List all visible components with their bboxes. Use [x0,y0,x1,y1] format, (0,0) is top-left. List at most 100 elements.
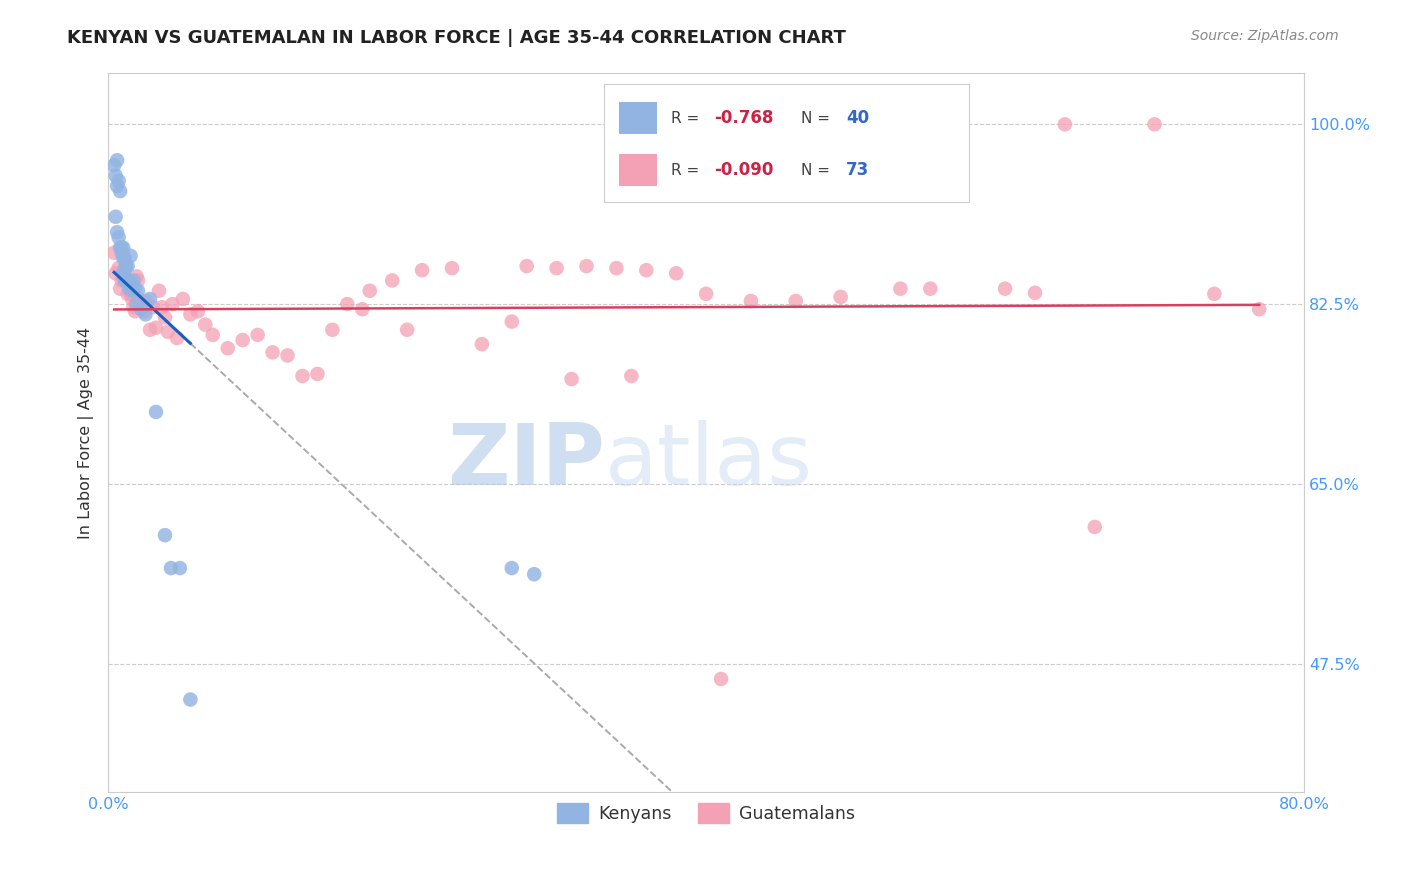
Text: atlas: atlas [605,420,813,503]
Point [575,259,598,273]
Point [105,178,128,193]
Point [110,245,132,260]
Point [120,286,142,301]
Point [117,259,139,273]
Point [620,369,643,384]
Text: 73: 73 [846,161,869,179]
Point [129,293,152,308]
Point [695,286,717,301]
Point [194,318,217,332]
Point [471,337,494,351]
Point [104,210,127,224]
Bar [619,153,657,186]
Point [103,158,125,172]
Point [145,320,167,334]
Bar [619,102,657,135]
Point [142,300,165,314]
Point [107,174,129,188]
Point [105,225,128,239]
Point [396,323,419,337]
Point [110,241,132,255]
Point [1204,286,1226,301]
Point [153,528,176,542]
Point [114,263,136,277]
Point [110,273,132,287]
Point [104,266,127,280]
Point [381,273,404,287]
Point [523,567,546,582]
Point [108,282,131,296]
Point [889,282,911,296]
Point [440,261,463,276]
Point [127,273,149,287]
Point [1024,285,1046,300]
Point [246,327,269,342]
Point [112,263,135,277]
Point [121,284,143,298]
Point [114,273,136,287]
Point [162,297,184,311]
Point [665,266,688,280]
Legend: Kenyans, Guatemalans: Kenyans, Guatemalans [550,796,862,830]
Point [107,230,129,244]
Text: R =: R = [672,162,704,178]
Point [124,282,146,296]
Point [129,302,152,317]
Point [136,293,159,308]
Point [156,325,179,339]
Point [145,405,167,419]
Point [277,348,299,362]
Point [132,304,155,318]
Point [172,292,194,306]
Point [114,251,136,265]
Point [1143,117,1166,131]
Point [291,369,314,384]
Point [546,261,568,276]
Point [125,269,148,284]
Point [501,561,523,575]
Point [115,273,138,287]
Point [112,266,135,280]
Point [150,300,173,314]
Point [166,331,188,345]
Point [115,259,138,273]
Point [160,561,183,575]
Text: N =: N = [800,162,834,178]
Point [169,561,191,575]
Point [153,310,176,325]
Point [561,372,583,386]
Text: -0.090: -0.090 [714,161,773,179]
Point [118,282,141,296]
Text: Source: ZipAtlas.com: Source: ZipAtlas.com [1191,29,1339,43]
Point [122,273,145,287]
Text: ZIP: ZIP [447,420,605,503]
Point [179,692,201,706]
Point [125,297,148,311]
Y-axis label: In Labor Force | Age 35-44: In Labor Force | Age 35-44 [79,326,94,539]
Point [785,293,807,308]
Text: -0.768: -0.768 [714,110,773,128]
Point [112,251,135,265]
Point [232,333,254,347]
Point [108,241,131,255]
Point [115,273,138,287]
Point [122,300,145,314]
Point [105,153,128,168]
Point [307,367,329,381]
Point [127,284,149,298]
Point [103,245,125,260]
Point [117,273,139,287]
Point [740,293,762,308]
Point [104,169,127,183]
Point [920,282,942,296]
Point [516,259,538,273]
Point [359,284,381,298]
Text: N =: N = [800,111,834,126]
Point [830,290,852,304]
Point [336,297,359,311]
Text: KENYAN VS GUATEMALAN IN LABOR FORCE | AGE 35-44 CORRELATION CHART: KENYAN VS GUATEMALAN IN LABOR FORCE | AG… [67,29,846,46]
Point [120,249,142,263]
Point [710,672,733,686]
Point [179,307,201,321]
Point [114,273,136,287]
